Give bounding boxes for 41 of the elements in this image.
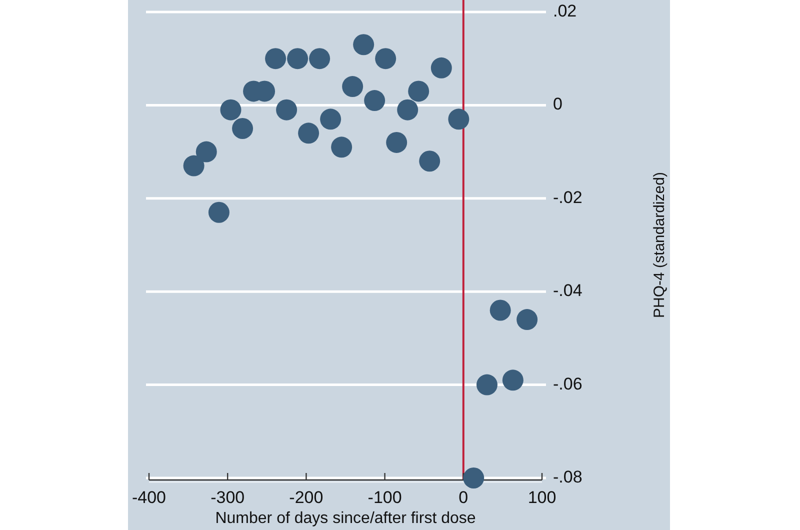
point [397, 99, 418, 120]
point [276, 99, 298, 120]
x-tick-label: 0 [458, 488, 468, 507]
point [196, 141, 217, 162]
point [463, 468, 484, 488]
point [265, 48, 286, 70]
point [364, 90, 386, 112]
point [220, 99, 242, 120]
point [309, 48, 330, 70]
point [408, 80, 430, 102]
point [386, 132, 408, 153]
point [502, 370, 524, 391]
y-axis-title: PHQ-4 (standardized) [651, 172, 668, 318]
y-tick-label: 0 [553, 94, 562, 114]
y-tick-label: -.06 [553, 374, 582, 394]
point [342, 76, 364, 98]
point [232, 118, 254, 139]
x-tick-label: -100 [368, 488, 402, 507]
x-tick-label: 100 [528, 488, 556, 507]
y-tick-label: -.04 [553, 281, 582, 300]
x-tick-label: -300 [210, 488, 245, 507]
point [419, 150, 440, 172]
point [516, 309, 538, 330]
point [183, 155, 204, 176]
x-axis-title: Number of days since/after first dose [215, 510, 476, 527]
y-tick-label: -.02 [553, 188, 582, 207]
point [430, 57, 452, 78]
point [320, 108, 342, 130]
point [298, 122, 320, 144]
y-tick-label: .02 [553, 1, 577, 20]
point [208, 202, 230, 223]
point [375, 48, 396, 70]
point [448, 108, 470, 130]
point [353, 34, 374, 56]
point [490, 300, 511, 321]
x-tick-label: -400 [132, 488, 166, 507]
x-tick-label: -200 [289, 488, 324, 507]
point [331, 136, 352, 158]
y-tick-label: -.08 [553, 467, 582, 486]
point [476, 374, 498, 396]
point [287, 48, 308, 70]
